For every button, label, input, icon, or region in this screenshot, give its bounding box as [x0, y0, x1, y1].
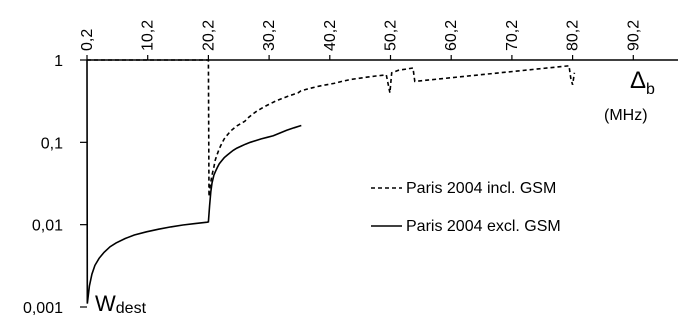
- x-tick-label: 50,2: [383, 20, 400, 51]
- series-line-2: [86, 59, 302, 304]
- legend-entry-2: Paris 2004 excl. GSM: [406, 218, 561, 235]
- x-tick-label: 70,2: [504, 20, 521, 51]
- x-tick-label: 80,2: [565, 20, 582, 51]
- series-line-1: [87, 59, 576, 197]
- x-axis-label: Δb: [630, 67, 655, 98]
- x-tick-label: 10,2: [140, 20, 157, 51]
- x-tick-label: 30,2: [261, 20, 278, 51]
- x-tick-label: 20,2: [200, 20, 217, 51]
- y-tick-label: 0,1: [41, 135, 63, 152]
- y-tick-label: 1: [54, 53, 63, 70]
- y-tick-label: 0,001: [23, 300, 63, 317]
- x-axis-unit: (MHz): [604, 107, 648, 124]
- x-tick-label: 40,2: [322, 20, 339, 51]
- legend: Paris 2004 incl. GSM Paris 2004 excl. GSM: [371, 180, 561, 235]
- annotations: Wdest: [95, 291, 147, 317]
- axes: [80, 55, 678, 308]
- x-tick-label: 0,2: [79, 29, 96, 51]
- x-axis-label-subscript: b: [646, 81, 655, 98]
- legend-entry-1: Paris 2004 incl. GSM: [406, 180, 556, 197]
- annotation-wdest: Wdest: [95, 291, 147, 317]
- x-tick-label: 90,2: [625, 20, 642, 51]
- tick-labels: 0,2 10,2 20,2 30,2 40,2 50,2 60,2 70,2 80,2 90,2 1…: [23, 20, 655, 317]
- plot-area: [86, 59, 576, 304]
- x-tick-label: 60,2: [443, 20, 460, 51]
- y-tick-label: 0,01: [32, 218, 63, 235]
- annotation-subscript: dest: [116, 300, 147, 317]
